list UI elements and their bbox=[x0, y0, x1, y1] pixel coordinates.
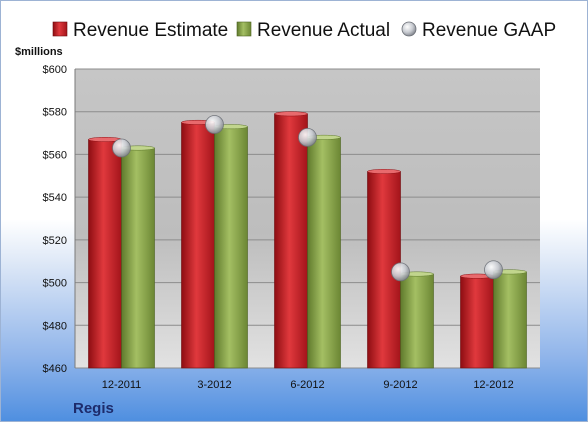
bar-revenue-actual bbox=[493, 271, 527, 369]
y-tick-label: $500 bbox=[43, 278, 67, 290]
marker-revenue-gaap bbox=[112, 138, 131, 158]
bar-revenue-estimate bbox=[181, 122, 215, 369]
bar-revenue-estimate bbox=[460, 275, 494, 369]
y-tick-label: $480 bbox=[43, 320, 67, 332]
y-tick-label: $600 bbox=[43, 64, 67, 76]
bar-cap-revenue-estimate bbox=[367, 169, 401, 174]
legend-swatch-revenue-actual bbox=[236, 21, 252, 37]
y-axis-ticks: $460 $480 $500 $520 $540 $560 $580 $600 bbox=[43, 64, 67, 375]
marker-revenue-gaap bbox=[298, 127, 317, 147]
legend-label: Revenue Estimate bbox=[73, 20, 228, 41]
gaap-markers bbox=[112, 115, 503, 282]
bars bbox=[88, 111, 527, 369]
marker-revenue-gaap bbox=[205, 115, 224, 134]
bar-cap-revenue-estimate bbox=[274, 111, 308, 117]
y-tick-label: $560 bbox=[43, 149, 67, 161]
y-tick-label: $460 bbox=[43, 363, 67, 375]
bar-revenue-estimate bbox=[88, 139, 122, 369]
y-tick-label: $520 bbox=[43, 235, 67, 247]
bar-revenue-actual bbox=[214, 126, 248, 369]
marker-revenue-gaap bbox=[391, 262, 410, 282]
x-axis-ticks: 12-2011 3-2012 6-2012 9-2012 12-2012 bbox=[102, 379, 514, 391]
x-tick-label: 12-2012 bbox=[473, 379, 513, 391]
y-tick-label: $540 bbox=[43, 192, 67, 204]
bar-revenue-estimate bbox=[274, 113, 308, 369]
x-tick-label: 9-2012 bbox=[383, 379, 417, 391]
bar-revenue-actual bbox=[121, 147, 155, 369]
y-tick-label: $580 bbox=[43, 107, 67, 119]
marker-revenue-gaap bbox=[484, 260, 503, 280]
x-tick-label: 3-2012 bbox=[197, 379, 231, 391]
legend: Revenue Estimate Revenue Actual Revenue GA… bbox=[52, 20, 556, 41]
legend-label: Revenue Actual bbox=[257, 20, 390, 41]
company-label: Regis bbox=[73, 400, 114, 417]
bar-revenue-actual bbox=[307, 137, 341, 369]
legend-swatch-revenue-gaap bbox=[401, 21, 417, 37]
legend-label: Revenue GAAP bbox=[422, 20, 556, 41]
x-tick-label: 12-2011 bbox=[102, 379, 142, 391]
bar-revenue-actual bbox=[400, 273, 434, 369]
y-axis-unit-label: $millions bbox=[15, 46, 63, 58]
x-tick-label: 6-2012 bbox=[290, 379, 324, 391]
legend-swatch-revenue-estimate bbox=[52, 21, 68, 37]
